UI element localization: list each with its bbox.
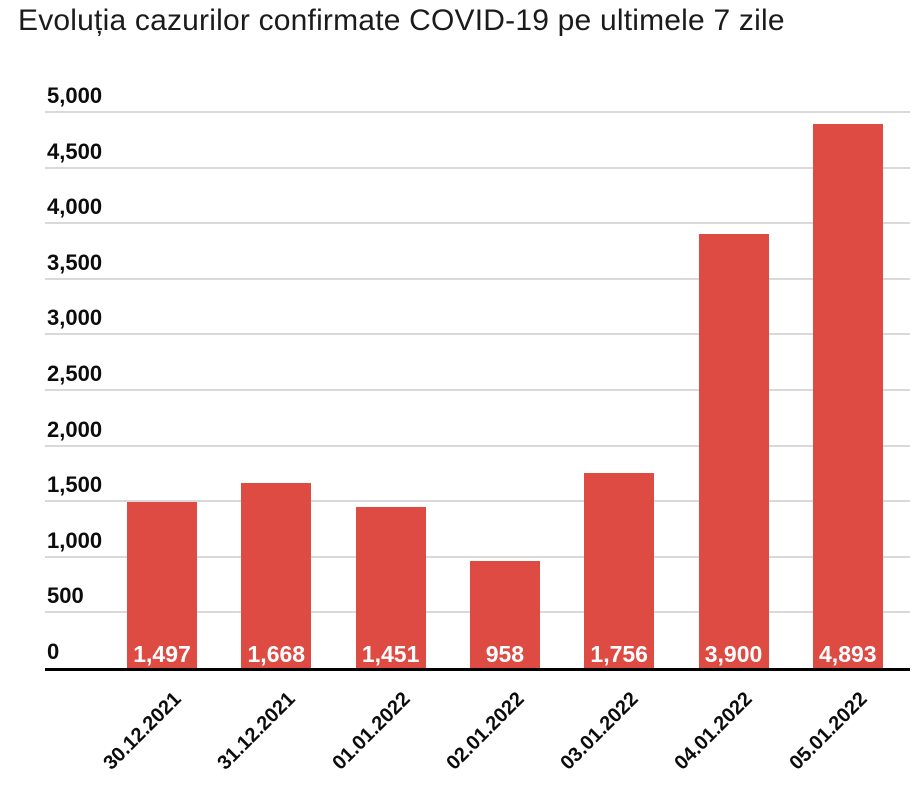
bar-value-label: 1,451 [361, 641, 420, 667]
bar-value-label: 1,756 [590, 641, 648, 667]
bar [241, 482, 312, 668]
chart-title: Evoluția cazurilor confirmate COVID-19 p… [18, 4, 785, 37]
gridline [45, 277, 910, 280]
bar-value-label: 3,900 [704, 641, 763, 667]
gridline [45, 222, 910, 225]
bar [812, 123, 883, 668]
bar-value-label: 1,497 [133, 641, 191, 667]
gridline [45, 500, 910, 503]
y-tick-label: 3,000 [47, 305, 103, 331]
y-tick-label: 500 [47, 583, 84, 609]
gridline [45, 333, 910, 336]
y-tick-label: 2,500 [47, 361, 103, 386]
gridline [45, 555, 910, 558]
bar [584, 472, 655, 668]
y-tick-label: 4,500 [47, 138, 103, 164]
bar-value-label: 1,668 [247, 641, 306, 667]
y-tick-label: 5,000 [47, 83, 103, 108]
x-axis-label: 01.01.2022 [327, 688, 415, 775]
bar [698, 234, 769, 668]
x-axis-label: 04.01.2022 [670, 688, 758, 775]
gridline [45, 389, 910, 391]
x-axis-label: 31.12.2021 [213, 688, 300, 775]
gridline [45, 111, 910, 113]
bar-value-label: 958 [485, 641, 525, 667]
bar-value-label: 4,893 [819, 641, 877, 667]
bar [127, 501, 197, 668]
x-axis-label: 05.01.2022 [785, 688, 872, 775]
bar [469, 561, 540, 668]
x-axis-label: 02.01.2022 [442, 688, 529, 775]
y-tick-label: 0 [47, 639, 60, 664]
x-axis-label: 03.01.2022 [556, 688, 643, 775]
y-tick-label: 2,000 [47, 416, 103, 442]
bar [355, 506, 426, 668]
gridline [45, 444, 910, 447]
x-axis-label: 30.12.2021 [99, 688, 186, 775]
y-tick-label: 1,000 [47, 527, 103, 553]
y-tick-label: 3,500 [47, 249, 103, 275]
x-axis-line [45, 668, 910, 671]
y-tick-label: 1,500 [47, 472, 103, 498]
y-tick-label: 4,000 [47, 194, 103, 220]
gridline [45, 166, 910, 169]
